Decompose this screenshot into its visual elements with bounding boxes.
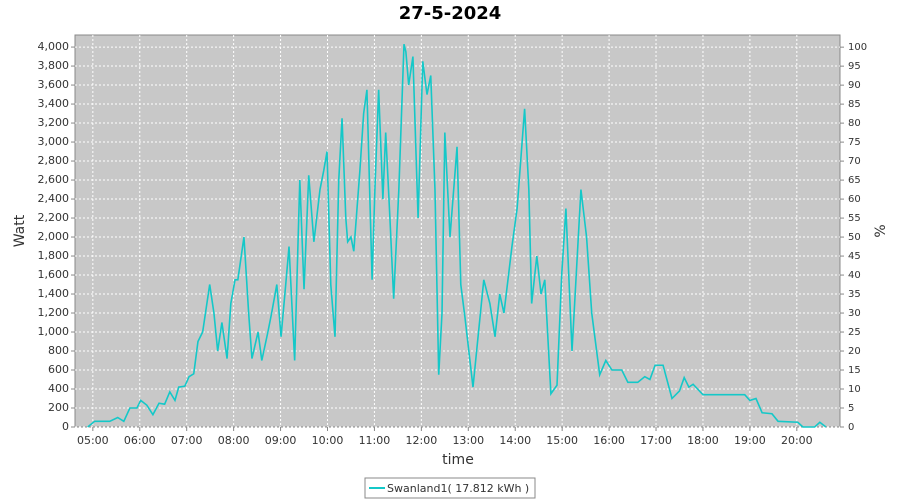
y-tick-label: 200 xyxy=(48,401,69,414)
y-tick-label: 3,400 xyxy=(38,97,70,110)
y-tick-label: 1,400 xyxy=(38,287,70,300)
y2-tick-label: 90 xyxy=(848,80,861,91)
y-tick-label: 0 xyxy=(62,420,69,433)
x-tick-label: 16:00 xyxy=(593,434,625,447)
y2-axis-title: % xyxy=(873,224,889,237)
y-tick-label: 3,000 xyxy=(38,135,70,148)
y2-tick-label: 95 xyxy=(848,61,861,72)
x-tick-label: 20:00 xyxy=(781,434,813,447)
x-tick-label: 09:00 xyxy=(265,434,297,447)
x-tick-label: 12:00 xyxy=(406,434,438,447)
x-tick-label: 11:00 xyxy=(359,434,391,447)
y2-tick-label: 85 xyxy=(848,99,861,110)
y2-tick-label: 65 xyxy=(848,175,861,186)
x-tick-label: 19:00 xyxy=(734,434,766,447)
y-tick-label: 2,200 xyxy=(38,211,70,224)
x-tick-label: 10:00 xyxy=(312,434,344,447)
y-tick-label: 600 xyxy=(48,363,69,376)
x-tick-label: 18:00 xyxy=(687,434,719,447)
y2-tick-label: 15 xyxy=(848,365,861,376)
y-tick-label: 400 xyxy=(48,382,69,395)
y-tick-label: 1,600 xyxy=(38,268,70,281)
y2-tick-label: 75 xyxy=(848,137,861,148)
x-tick-label: 07:00 xyxy=(171,434,203,447)
plot-area xyxy=(74,34,841,428)
y2-tick-label: 50 xyxy=(848,232,861,243)
y-tick-label: 2,000 xyxy=(38,230,70,243)
y2-tick-label: 45 xyxy=(848,251,861,262)
y2-tick-label: 60 xyxy=(848,194,861,205)
y-tick-label: 800 xyxy=(48,344,69,357)
data-line xyxy=(87,44,827,428)
y-tick-label: 2,600 xyxy=(38,173,70,186)
y-tick-label: 3,200 xyxy=(38,116,70,129)
y2-tick-label: 70 xyxy=(848,156,861,167)
y2-tick-label: 80 xyxy=(848,118,861,129)
y-tick-label: 3,600 xyxy=(38,78,70,91)
y2-tick-label: 30 xyxy=(848,308,861,319)
x-tick-label: 13:00 xyxy=(452,434,484,447)
x-tick-label: 05:00 xyxy=(77,434,109,447)
y2-tick-label: 25 xyxy=(848,327,861,338)
y2-tick-label: 35 xyxy=(848,289,861,300)
y2-tick-label: 40 xyxy=(848,270,861,281)
y2-tick-label: 100 xyxy=(848,42,867,53)
y-tick-label: 1,200 xyxy=(38,306,70,319)
y2-tick-label: 20 xyxy=(848,346,861,357)
x-tick-label: 15:00 xyxy=(546,434,578,447)
legend-label: Swanland1( 17.812 kWh ) xyxy=(387,482,529,495)
chart-title: 27-5-2024 xyxy=(399,3,502,24)
x-tick-label: 14:00 xyxy=(499,434,531,447)
y2-tick-label: 0 xyxy=(848,422,854,433)
y2-tick-label: 55 xyxy=(848,213,861,224)
y-tick-label: 2,400 xyxy=(38,192,70,205)
y2-tick-label: 10 xyxy=(848,384,861,395)
y-tick-label: 2,800 xyxy=(38,154,70,167)
y2-tick-label: 5 xyxy=(848,403,854,414)
x-tick-label: 06:00 xyxy=(124,434,156,447)
x-tick-label: 17:00 xyxy=(640,434,672,447)
x-axis-title: time xyxy=(442,452,474,468)
x-tick-label: 08:00 xyxy=(218,434,250,447)
legend-box xyxy=(364,477,536,499)
y-tick-label: 1,000 xyxy=(38,325,70,338)
y-tick-label: 4,000 xyxy=(38,40,70,53)
y-tick-label: 3,800 xyxy=(38,59,70,72)
y-axis-title: Watt xyxy=(12,214,28,247)
y-tick-label: 1,800 xyxy=(38,249,70,262)
